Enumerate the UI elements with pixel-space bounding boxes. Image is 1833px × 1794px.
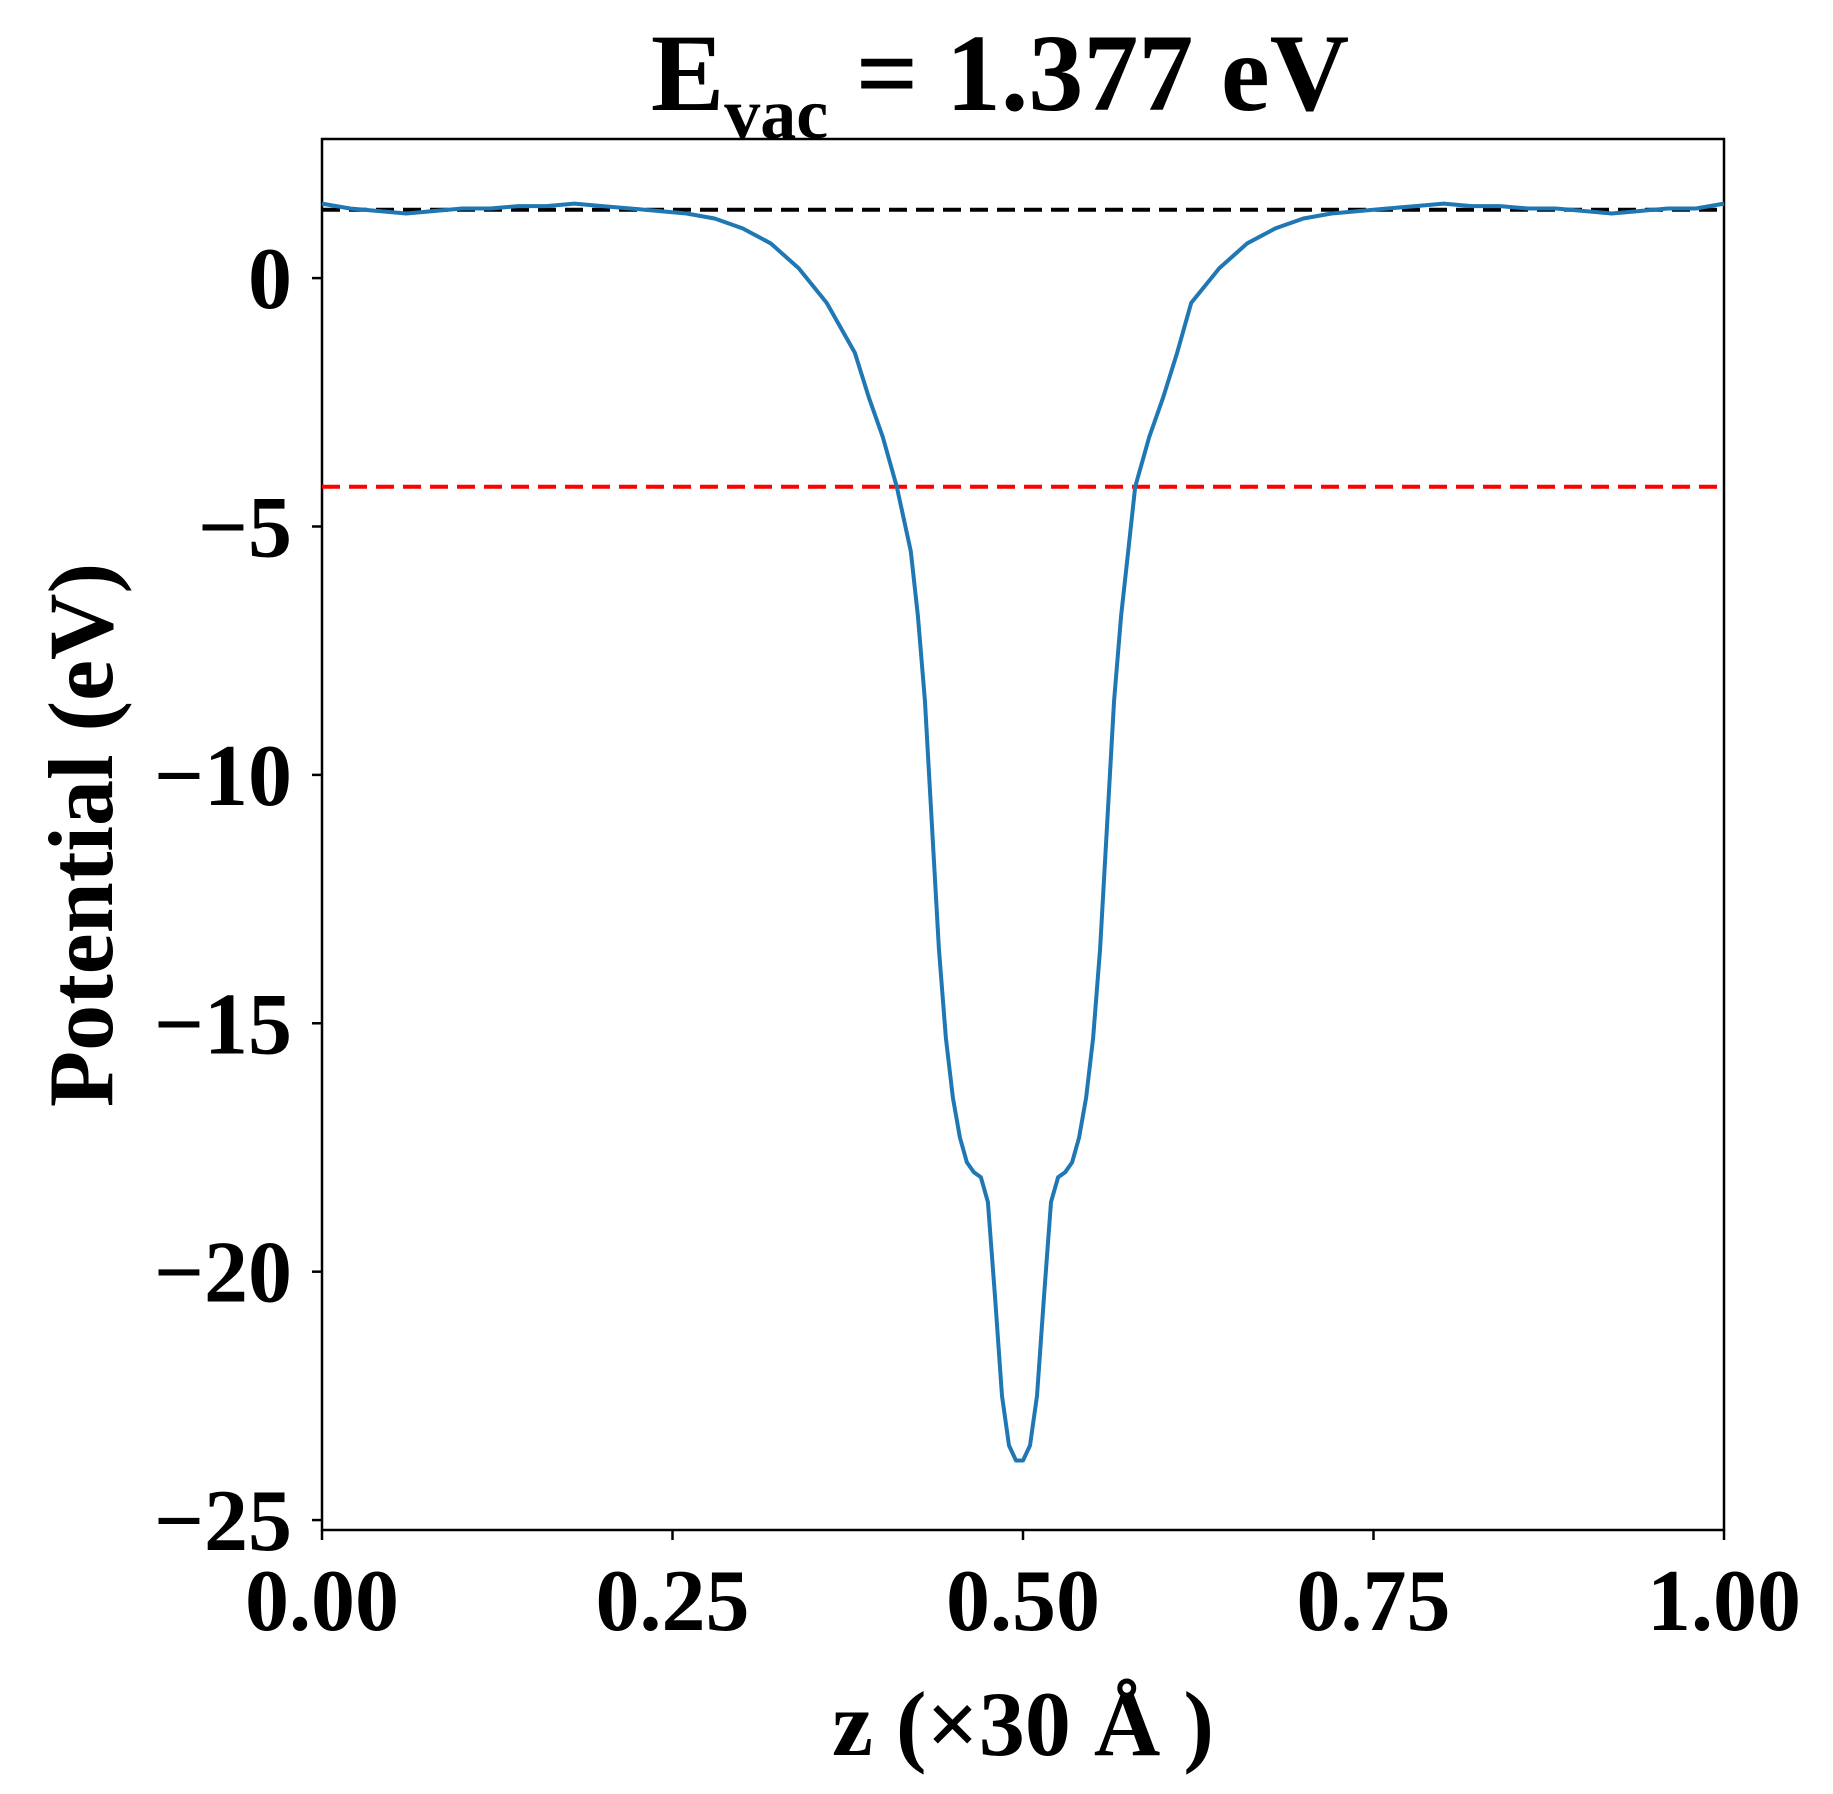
- y-tick-label: −20: [154, 1225, 292, 1322]
- x-axis-title: z (×30 Å ): [832, 1673, 1214, 1775]
- x-tick-label: 1.00: [1647, 1553, 1801, 1650]
- x-tick-label: 0.25: [596, 1553, 750, 1650]
- title-subscript: vac: [724, 74, 828, 154]
- series-group: [321, 201, 1725, 1463]
- plot-frame: [320, 137, 1726, 1532]
- y-tick-label: −15: [154, 976, 292, 1073]
- y-tick-label: 0: [248, 231, 292, 328]
- y-tick-label: −10: [154, 728, 292, 825]
- series-line-0: [321, 201, 1725, 1463]
- y-tick-label: −25: [154, 1473, 292, 1570]
- x-tick-label: 0.50: [946, 1553, 1100, 1650]
- title-suffix: = 1.377 eV: [828, 12, 1349, 134]
- reference-lines: [322, 207, 1724, 489]
- x-axis-ticks: 0.00 0.25 0.50 0.75 1.00: [245, 1530, 1801, 1650]
- y-tick-label: −5: [198, 479, 292, 576]
- y-axis-title: Potential (eV): [30, 563, 132, 1107]
- x-tick-label: 0.75: [1297, 1553, 1451, 1650]
- y-axis-ticks: 0 −5 −10 −15 −20 −25: [154, 231, 322, 1570]
- chart-title: Evac = 1.377 eV: [651, 12, 1349, 154]
- x-tick-label: 0.00: [245, 1553, 399, 1650]
- title-prefix: E: [651, 12, 724, 134]
